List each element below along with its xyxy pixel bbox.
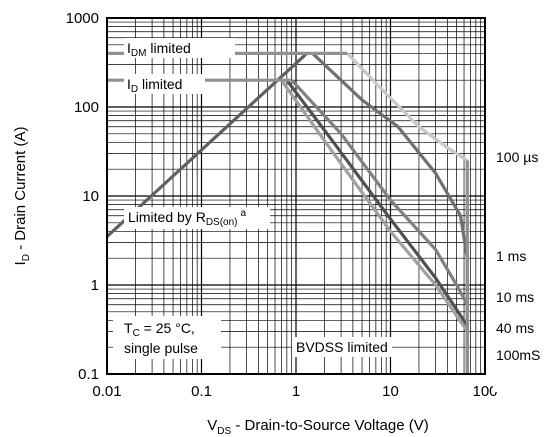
tc-label-line1: TC = 25 °C, bbox=[124, 320, 195, 339]
y-tick-label-4: 1000 bbox=[66, 10, 99, 27]
tc-label-bg bbox=[113, 316, 221, 359]
y-axis-label: ID - Drain Current (A) bbox=[12, 127, 32, 266]
rds-limited-label: Limited by RDS(on)a bbox=[128, 208, 247, 228]
rds-limited-label-bg bbox=[124, 207, 270, 229]
x-tick-label-4: 100 bbox=[472, 383, 497, 400]
tc-label-line2: single pulse bbox=[124, 340, 198, 356]
id-limited-label: ID limited bbox=[127, 76, 182, 95]
bvdss-label: BVDSS limited bbox=[296, 339, 388, 355]
x-tick-label-2: 1 bbox=[292, 383, 300, 400]
plot-frame bbox=[106, 17, 486, 375]
label-100us: 100 µs bbox=[496, 149, 538, 165]
y-tick-label-3: 100 bbox=[74, 99, 99, 116]
label-10ms: 10 ms bbox=[496, 289, 534, 305]
series-line-5 bbox=[105, 52, 308, 238]
label-40ms: 40 ms bbox=[496, 320, 534, 336]
series-line-3 bbox=[285, 79, 469, 327]
y-tick-label-1: 1 bbox=[91, 277, 99, 294]
idm-limited-label-bg bbox=[124, 38, 235, 58]
label-1ms: 1 ms bbox=[496, 248, 526, 264]
x-axis-label: VDS - Drain-to-Source Voltage (V) bbox=[207, 417, 429, 437]
bvdss-label-bg bbox=[292, 337, 392, 357]
curve-labels-bg bbox=[493, 142, 548, 392]
idm-limited-label: IDM limited bbox=[127, 40, 191, 59]
x-tick-label-1: 0.1 bbox=[191, 383, 212, 400]
x-tick-label-3: 10 bbox=[382, 383, 399, 400]
id-limited-label-bg bbox=[124, 74, 205, 94]
x-tick-label-0: 0.01 bbox=[92, 383, 121, 400]
label-100ms-upper: 100mS bbox=[496, 347, 540, 363]
y-tick-label-2: 10 bbox=[82, 188, 99, 205]
y-tick-label-0: 0.1 bbox=[78, 366, 99, 383]
series-line-4 bbox=[280, 79, 469, 333]
